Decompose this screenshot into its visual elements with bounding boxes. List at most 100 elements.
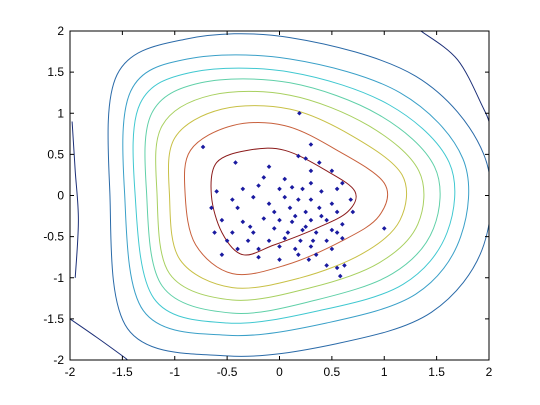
data-point <box>247 224 253 230</box>
contour-level-7 <box>122 54 470 337</box>
y-tick-label: -1.5 <box>43 312 64 326</box>
contour-lines <box>70 31 489 360</box>
x-axis-ticks: -2 -1.5 -1 -0.5 0 0.5 1 1.5 2 <box>65 31 493 379</box>
data-point <box>310 238 316 244</box>
data-point <box>296 197 301 202</box>
y-tick-label: 1 <box>57 106 64 120</box>
data-point <box>300 227 305 233</box>
data-point <box>296 153 301 159</box>
data-point <box>329 227 335 233</box>
y-tick-label: -2 <box>53 353 64 367</box>
data-point <box>303 209 308 215</box>
contour-level-1 <box>210 147 357 256</box>
data-point <box>313 252 319 258</box>
data-point <box>256 183 261 188</box>
data-point <box>266 238 272 244</box>
data-point <box>340 221 345 227</box>
x-tick-label: 0.5 <box>324 365 341 379</box>
x-tick-label: -1 <box>169 365 180 379</box>
data-point <box>282 194 288 200</box>
contour-outer-top-right <box>420 31 489 122</box>
x-tick-label: 1 <box>381 365 388 379</box>
x-tick-label: 0 <box>276 365 283 379</box>
data-point <box>256 254 261 260</box>
data-point <box>230 230 235 235</box>
data-points <box>200 110 387 279</box>
data-point <box>298 238 303 244</box>
y-tick-label: 2 <box>57 24 64 38</box>
data-point <box>230 197 235 202</box>
contour-outer-left <box>71 121 79 278</box>
data-point <box>317 160 322 165</box>
data-point <box>287 205 293 211</box>
plot-frame <box>69 30 490 361</box>
data-point <box>308 142 314 147</box>
data-point <box>296 252 301 258</box>
y-axis-ticks: 2 1.5 1 0.5 0 -0.5 -1 -1.5 -2 <box>43 24 489 367</box>
data-point <box>313 230 319 235</box>
y-tick-label: -0.5 <box>43 230 64 244</box>
data-point <box>285 230 291 235</box>
contour-level-6 <box>132 67 456 324</box>
data-point <box>235 246 240 252</box>
data-point <box>282 176 288 182</box>
data-point <box>350 209 356 215</box>
data-point <box>297 110 302 116</box>
data-point <box>271 226 277 231</box>
y-tick-label: 0.5 <box>47 147 64 161</box>
data-point <box>277 244 282 249</box>
data-point <box>342 263 347 268</box>
data-point <box>277 257 282 262</box>
data-point <box>329 201 335 207</box>
data-point <box>340 180 345 186</box>
data-point <box>251 194 256 200</box>
data-point <box>319 213 324 219</box>
x-tick-label: -2 <box>65 365 76 379</box>
data-point <box>212 230 217 235</box>
data-point <box>219 217 225 223</box>
data-point <box>261 175 267 180</box>
data-point <box>271 209 277 215</box>
x-tick-label: -0.5 <box>217 365 238 379</box>
data-point <box>292 246 298 252</box>
data-point <box>240 186 246 192</box>
y-tick-label: 0 <box>57 189 64 203</box>
data-point <box>329 168 335 174</box>
y-tick-label: -1 <box>53 271 64 285</box>
data-point <box>334 186 340 192</box>
data-point <box>334 209 340 215</box>
data-point <box>300 186 305 192</box>
data-point <box>289 184 295 190</box>
data-point <box>334 230 340 235</box>
data-point <box>329 246 335 252</box>
data-point <box>308 180 314 186</box>
data-point <box>317 205 322 211</box>
contour-level-5 <box>144 78 441 314</box>
data-point <box>337 273 343 279</box>
data-point <box>289 219 295 225</box>
data-point <box>209 205 214 211</box>
data-point <box>308 244 314 249</box>
contour-level-3 <box>167 105 408 289</box>
data-point <box>319 189 324 194</box>
data-point <box>235 205 240 211</box>
data-point <box>214 189 219 194</box>
data-point <box>308 197 314 202</box>
data-point <box>340 235 345 241</box>
data-point <box>303 224 308 230</box>
data-point <box>303 156 308 161</box>
data-point <box>324 217 329 223</box>
data-point <box>261 216 267 221</box>
data-point <box>381 226 387 231</box>
data-point <box>266 201 272 207</box>
data-point <box>324 238 329 244</box>
data-point <box>233 160 238 165</box>
data-point <box>256 246 261 252</box>
contour-outer-bottom-left <box>70 318 128 360</box>
x-tick-label: -1.5 <box>112 365 133 379</box>
data-point <box>200 144 206 150</box>
y-tick-label: 1.5 <box>47 65 64 79</box>
contour-level-2 <box>183 122 389 276</box>
data-point <box>348 197 354 202</box>
x-tick-label: 2 <box>486 365 493 379</box>
